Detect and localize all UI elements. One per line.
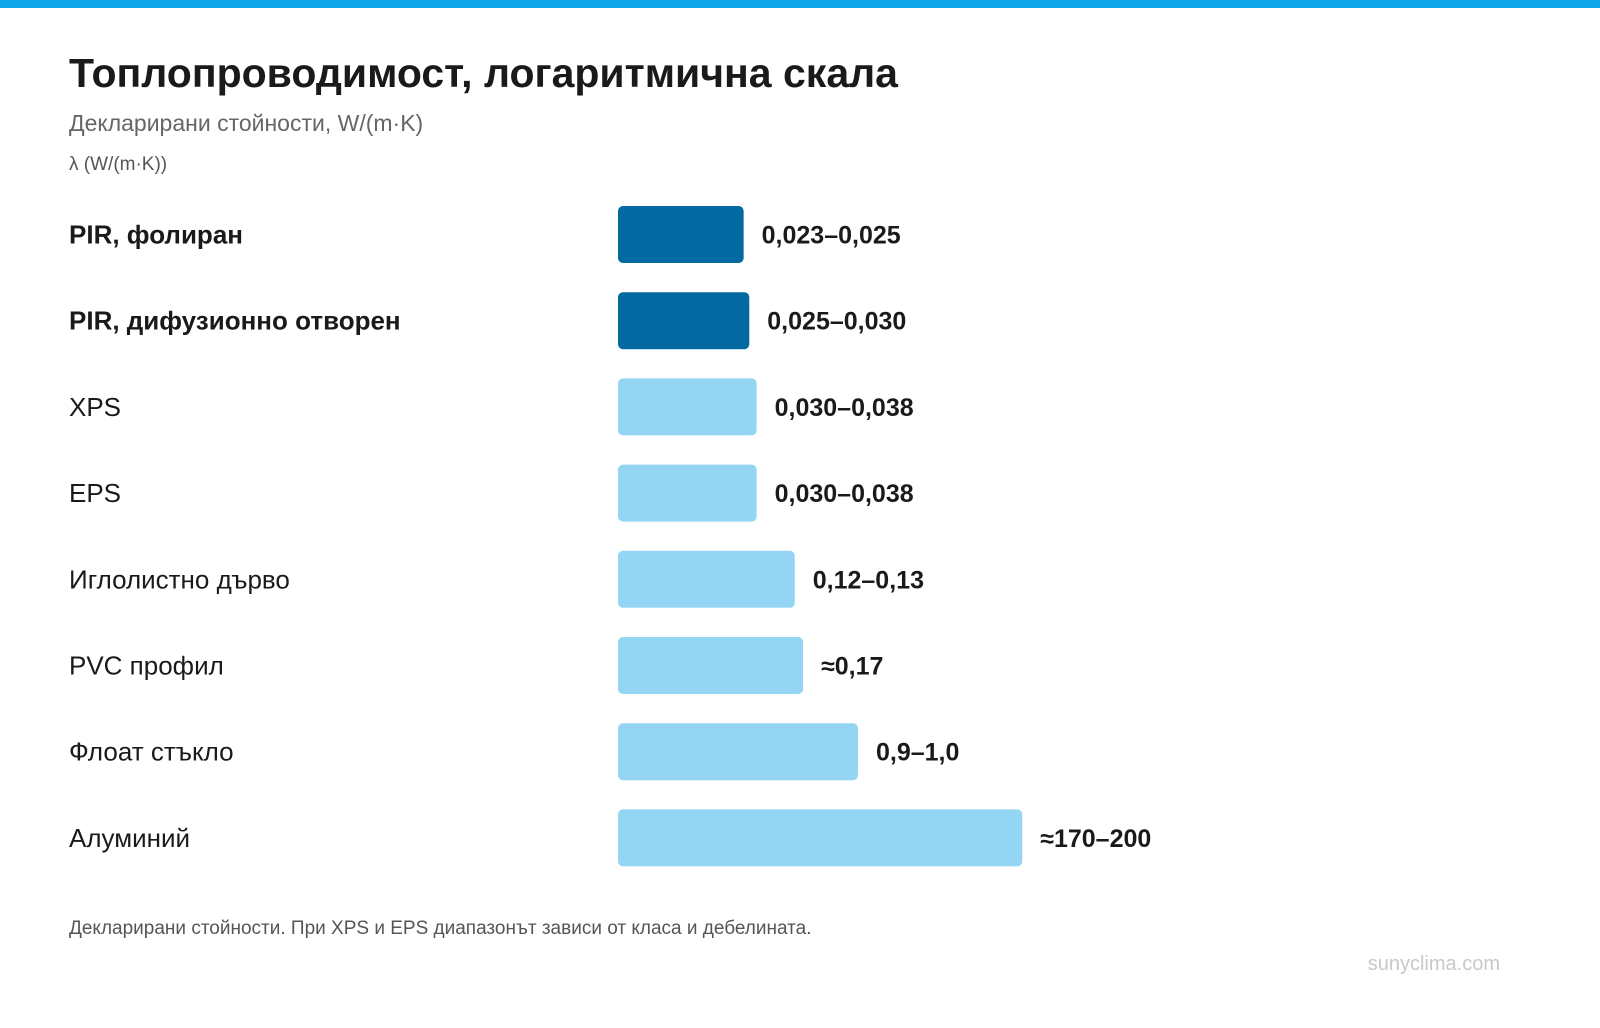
bar-chart: PIR, фолиран 0,023–0,025 PIR, дифузионно о… — [69, 206, 1151, 867]
top-accent-bar — [0, 0, 1600, 8]
footnote: Декларирани стойности. При XPS и EPS диа… — [69, 918, 812, 939]
value-label: 0,025–0,030 — [767, 308, 906, 336]
bar — [618, 378, 757, 436]
axis-label: λ (W/(m·K)) — [69, 154, 168, 175]
value-label: 0,030–0,038 — [775, 480, 914, 508]
bar — [618, 464, 757, 522]
category-label: PVC профил — [69, 651, 224, 681]
value-label: 0,9–1,0 — [876, 739, 959, 767]
category-label: Алуминий — [69, 823, 190, 853]
chart-subtitle: Декларирани стойности, W/(m·K) — [69, 110, 424, 136]
bar — [618, 206, 744, 263]
bar — [618, 637, 804, 694]
category-label: PIR, фолиран — [69, 220, 243, 250]
bar — [618, 292, 750, 350]
category-label: Иглолистно дърво — [69, 564, 290, 594]
value-label: 0,12–0,13 — [813, 566, 924, 594]
value-label: 0,023–0,025 — [762, 222, 901, 250]
category-label: PIR, дифузионно отворен — [69, 306, 401, 336]
bar — [618, 550, 795, 608]
value-label: 0,030–0,038 — [775, 394, 914, 422]
watermark: sunyclima.com — [1367, 953, 1500, 975]
value-label: ≈0,17 — [821, 653, 883, 681]
category-label: Флоат стъкло — [69, 737, 234, 767]
value-label: ≈170–200 — [1040, 825, 1151, 853]
bar — [618, 809, 1023, 867]
bar — [618, 723, 858, 781]
category-label: EPS — [69, 478, 121, 508]
category-label: XPS — [69, 392, 121, 422]
chart-title: Топлопроводимост, логаритмична скала — [69, 50, 898, 96]
